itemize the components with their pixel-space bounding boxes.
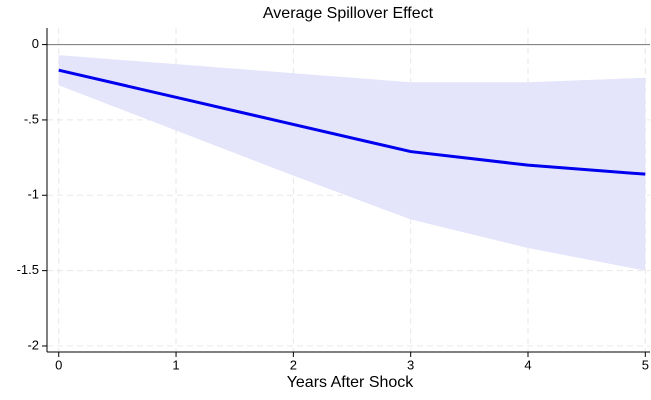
x-tick-label: 1	[172, 357, 179, 372]
line-series	[58, 68, 646, 176]
y-tick-label: -1.5	[17, 262, 39, 277]
y-tick-label: -.5	[24, 111, 39, 126]
x-tick-label: 5	[642, 357, 649, 372]
x-tick-label: 0	[55, 357, 62, 372]
x-tick-label: 3	[407, 357, 414, 372]
y-tick-label: -2	[27, 337, 39, 352]
confidence-band	[58, 55, 646, 271]
y-tick-label: -1	[27, 187, 39, 202]
x-axis-label: Years After Shock	[287, 374, 415, 391]
chart-title: Average Spillover Effect	[263, 5, 434, 22]
y-tick-label: 0	[32, 36, 39, 51]
x-tick-label: 2	[290, 357, 297, 372]
x-tick-label: 4	[524, 357, 531, 372]
